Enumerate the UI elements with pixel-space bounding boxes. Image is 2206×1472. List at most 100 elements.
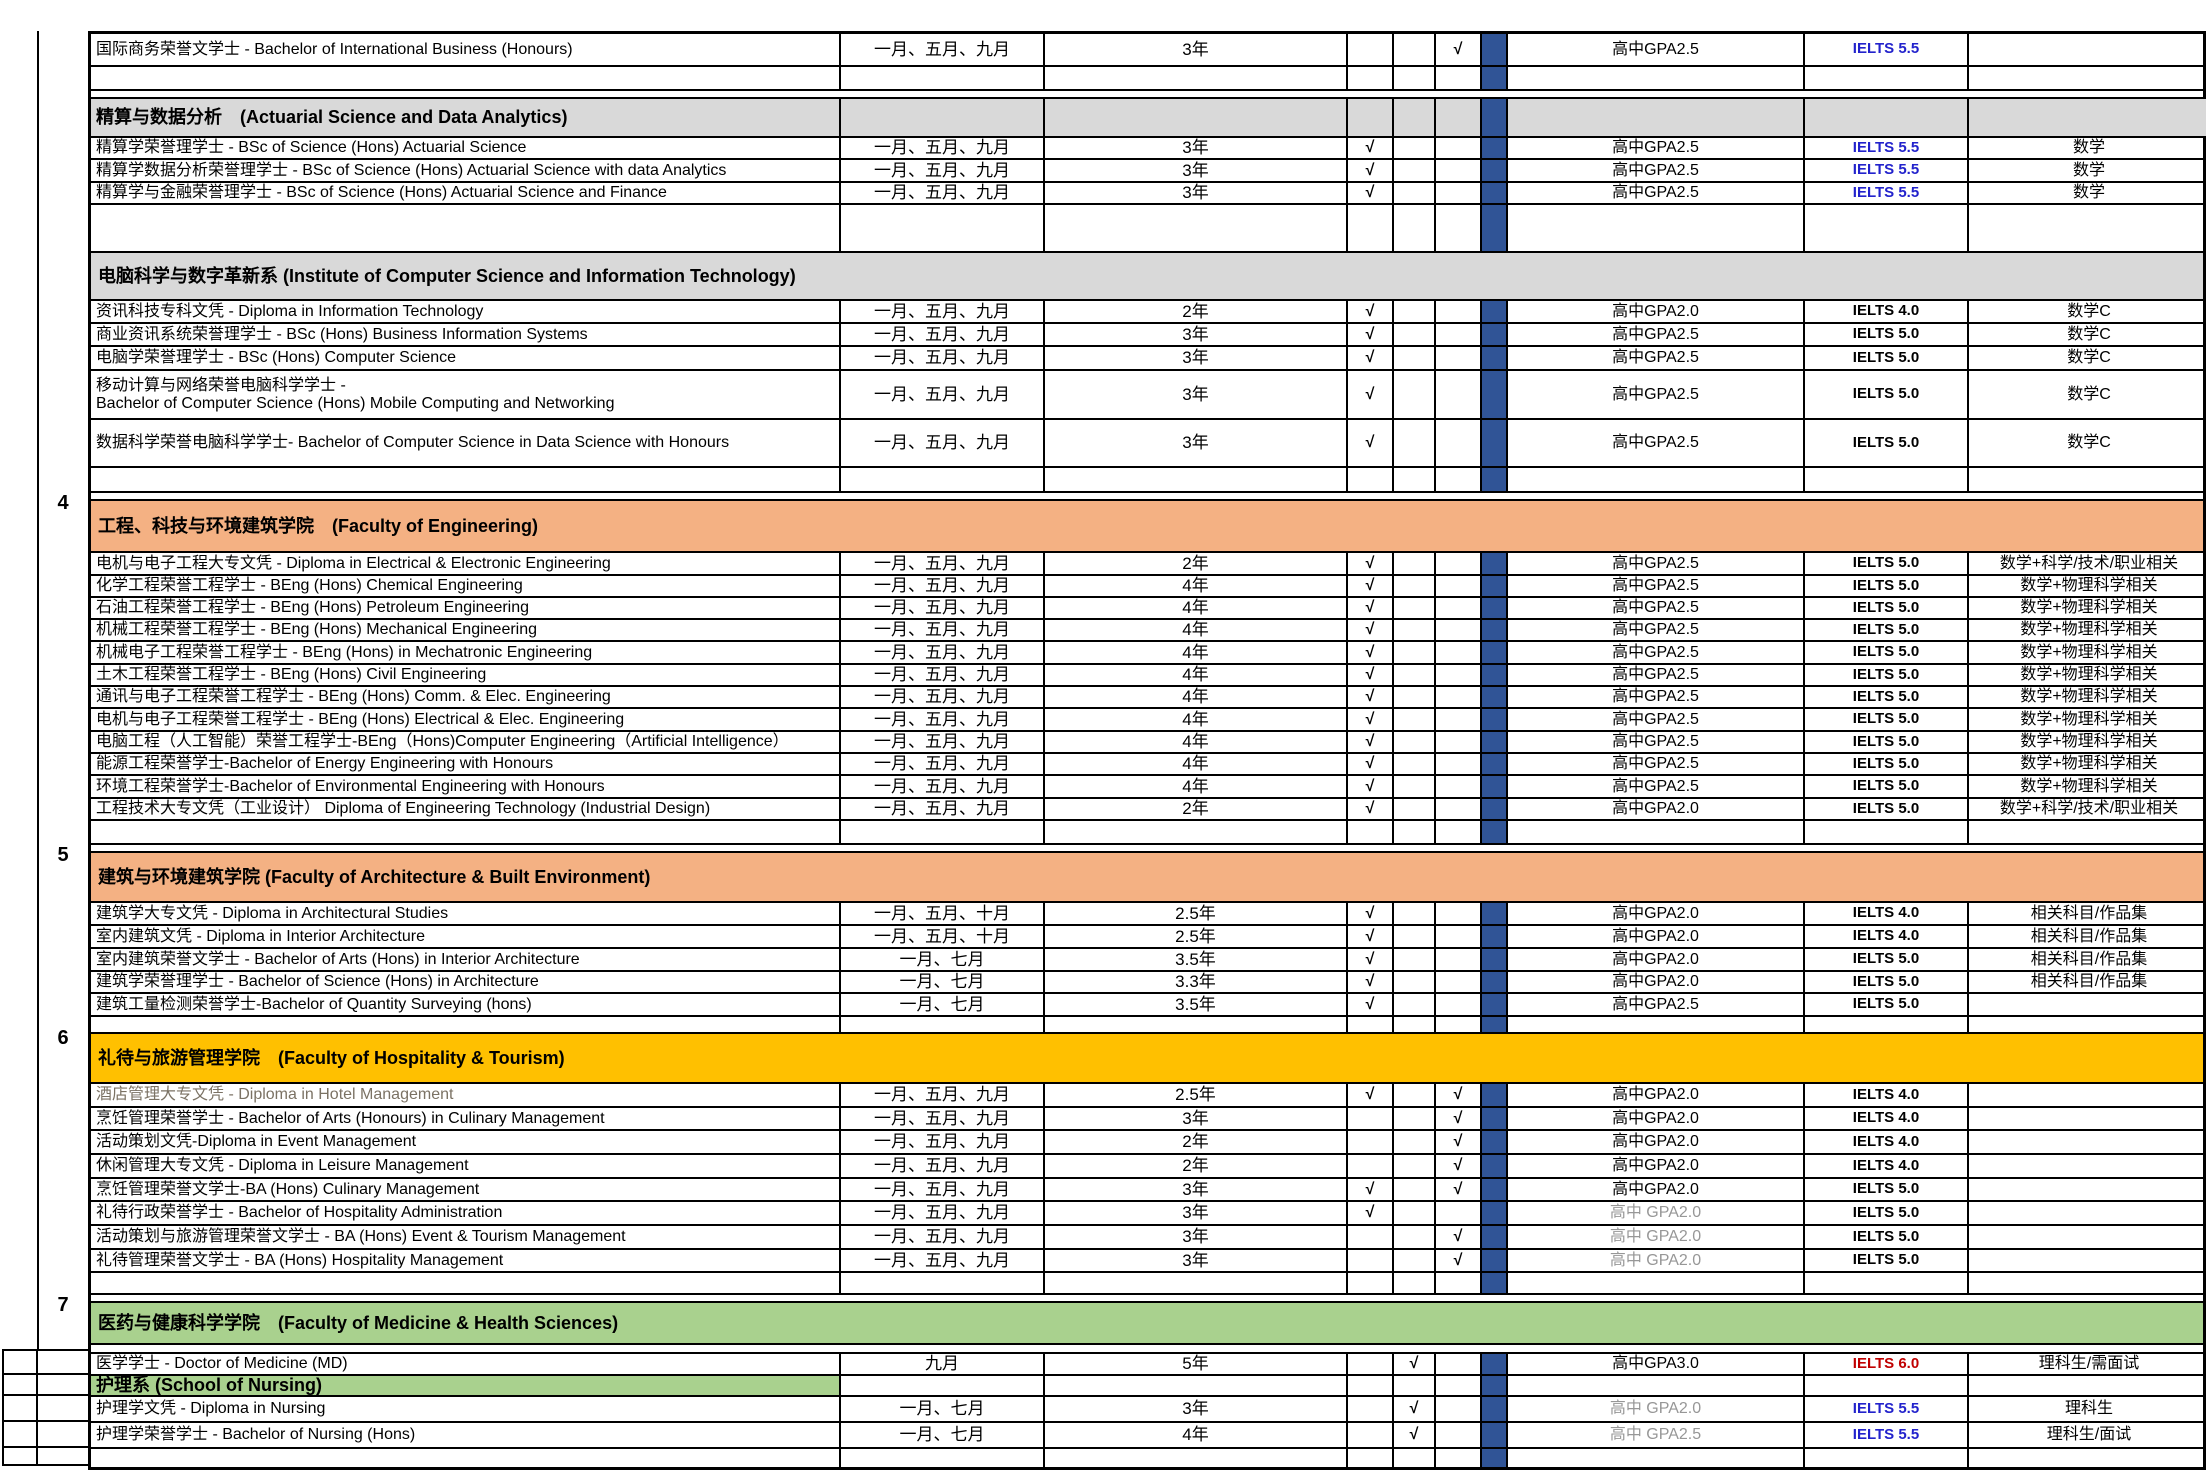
intake-months-cell[interactable] bbox=[841, 1273, 1045, 1293]
check-col2-cell[interactable] bbox=[1394, 972, 1436, 992]
check-col2-cell[interactable] bbox=[1394, 1084, 1436, 1106]
check-col1-cell[interactable] bbox=[1348, 821, 1394, 843]
check-col1-cell[interactable]: √ bbox=[1348, 687, 1394, 707]
intake-months-cell[interactable]: 一月、五月、九月 bbox=[841, 598, 1045, 618]
gpa-requirement-cell[interactable]: 高中 GPA2.0 bbox=[1508, 1250, 1805, 1271]
gpa-requirement-cell[interactable]: 高中GPA2.0 bbox=[1508, 903, 1805, 924]
check-col1-cell[interactable]: √ bbox=[1348, 553, 1394, 574]
check-col1-cell[interactable]: √ bbox=[1348, 301, 1394, 322]
program-name-cell[interactable]: 室内建筑荣誉文学士 - Bachelor of Arts (Hons) in I… bbox=[91, 949, 841, 970]
check-col3-cell[interactable] bbox=[1436, 420, 1482, 466]
gpa-requirement-cell[interactable]: 高中GPA2.5 bbox=[1508, 709, 1805, 730]
program-name-cell[interactable]: 电机与电子工程荣誉工程学士 - BEng (Hons) Electrical &… bbox=[91, 709, 841, 730]
program-name-cell[interactable]: 护理系 (School of Nursing) bbox=[91, 1376, 841, 1395]
program-name-cell[interactable]: 化学工程荣誉工程学士 - BEng (Hons) Chemical Engine… bbox=[91, 576, 841, 596]
subject-requirement-cell[interactable]: 数学 bbox=[2072, 184, 2105, 202]
gpa-requirement-cell[interactable] bbox=[1508, 1376, 1805, 1395]
duration-cell[interactable]: 3年 bbox=[1045, 1226, 1348, 1248]
ielts-requirement-cell[interactable]: IELTS 5.0 bbox=[1805, 665, 1969, 685]
check-col1-cell[interactable]: √ bbox=[1348, 371, 1394, 418]
intake-months-cell[interactable]: 一月、五月、十月 bbox=[841, 926, 1045, 947]
program-name-cell[interactable]: 精算学与金融荣誉理学士 - BSc of Science (Hons) Actu… bbox=[91, 183, 841, 203]
check-col2-cell[interactable] bbox=[1394, 994, 1436, 1015]
program-name-cell[interactable] bbox=[91, 67, 841, 89]
check-col2-cell[interactable] bbox=[1394, 183, 1436, 203]
intake-months-cell[interactable]: 一月、五月、九月 bbox=[841, 776, 1045, 797]
check-col2-cell[interactable] bbox=[1394, 620, 1436, 640]
intake-months-cell[interactable] bbox=[841, 99, 1045, 136]
ielts-requirement-cell[interactable]: IELTS 5.0 bbox=[1805, 1202, 1969, 1224]
subject-requirement-cell[interactable]: 数学 bbox=[2072, 161, 2105, 179]
intake-months-cell[interactable]: 一月、五月、九月 bbox=[841, 160, 1045, 181]
ielts-requirement-cell[interactable]: IELTS 5.0 bbox=[1805, 949, 1969, 970]
check-col3-cell[interactable]: √ bbox=[1436, 1108, 1482, 1129]
check-col3-cell[interactable] bbox=[1436, 324, 1482, 345]
check-col2-cell[interactable] bbox=[1394, 732, 1436, 752]
gpa-requirement-cell[interactable]: 高中 GPA2.0 bbox=[1508, 1202, 1805, 1224]
gpa-requirement-cell[interactable] bbox=[1508, 1449, 1805, 1467]
ielts-requirement-cell[interactable] bbox=[1805, 1449, 1969, 1467]
gpa-requirement-cell[interactable]: 高中 GPA2.0 bbox=[1508, 1397, 1805, 1421]
program-name-cell[interactable]: 精算学数据分析荣誉理学士 - BSc of Science (Hons) Act… bbox=[91, 160, 841, 181]
duration-cell[interactable]: 3年 bbox=[1045, 420, 1348, 466]
ielts-requirement-cell[interactable]: IELTS 5.0 bbox=[1805, 1250, 1969, 1271]
intake-months-cell[interactable]: 一月、七月 bbox=[841, 994, 1045, 1015]
subject-requirement-cell[interactable]: 数学+物理科学相关 bbox=[2020, 577, 2158, 595]
ielts-requirement-cell[interactable]: IELTS 5.0 bbox=[1805, 994, 1969, 1015]
ielts-requirement-cell[interactable]: IELTS 5.0 bbox=[1805, 620, 1969, 640]
intake-months-cell[interactable]: 一月、五月、九月 bbox=[841, 732, 1045, 752]
check-col1-cell[interactable] bbox=[1348, 1273, 1394, 1293]
subject-requirement-cell[interactable]: 数学+科学/技术/职业相关 bbox=[1999, 800, 2179, 818]
program-name-cell[interactable]: 国际商务荣誉文学士 - Bachelor of International Bu… bbox=[91, 34, 841, 65]
check-col3-cell[interactable] bbox=[1436, 1423, 1482, 1447]
duration-cell[interactable]: 4年 bbox=[1045, 1423, 1348, 1447]
subject-requirement-cell[interactable] bbox=[1969, 1250, 2206, 1271]
gpa-requirement-cell[interactable]: 高中 GPA2.5 bbox=[1508, 1423, 1805, 1447]
check-col3-cell[interactable]: √ bbox=[1436, 1179, 1482, 1200]
check-col2-cell[interactable] bbox=[1394, 665, 1436, 685]
intake-months-cell[interactable]: 一月、五月、九月 bbox=[841, 371, 1045, 418]
program-name-cell[interactable]: 能源工程荣誉学士-Bachelor of Energy Engineering … bbox=[91, 754, 841, 774]
intake-months-cell[interactable]: 一月、五月、九月 bbox=[841, 1155, 1045, 1177]
section-title-cell[interactable]: 电脑科学与数字革新系 (Institute of Computer Scienc… bbox=[98, 265, 796, 286]
intake-months-cell[interactable]: 一月、五月、九月 bbox=[841, 620, 1045, 640]
check-col1-cell[interactable]: √ bbox=[1348, 994, 1394, 1015]
gpa-requirement-cell[interactable]: 高中GPA2.0 bbox=[1508, 1108, 1805, 1129]
program-name-cell[interactable]: 护理学文凭 - Diploma in Nursing bbox=[91, 1397, 841, 1421]
ielts-requirement-cell[interactable] bbox=[1805, 99, 1969, 136]
duration-cell[interactable]: 4年 bbox=[1045, 620, 1348, 640]
subject-requirement-cell[interactable]: 数学+物理科学相关 bbox=[2020, 755, 2158, 773]
check-col3-cell[interactable] bbox=[1436, 183, 1482, 203]
subject-requirement-cell[interactable] bbox=[1969, 67, 2206, 89]
ielts-requirement-cell[interactable]: IELTS 5.5 bbox=[1805, 160, 1969, 181]
ielts-requirement-cell[interactable]: IELTS 5.5 bbox=[1805, 34, 1969, 65]
subject-requirement-cell[interactable] bbox=[1969, 1084, 2206, 1106]
check-col2-cell[interactable] bbox=[1394, 1376, 1436, 1395]
check-col3-cell[interactable] bbox=[1436, 972, 1482, 992]
intake-months-cell[interactable] bbox=[841, 205, 1045, 251]
check-col1-cell[interactable] bbox=[1348, 1131, 1394, 1153]
program-name-cell[interactable]: 休闲管理大专文凭 - Diploma in Leisure Management bbox=[91, 1155, 841, 1177]
ielts-requirement-cell[interactable]: IELTS 4.0 bbox=[1805, 1155, 1969, 1177]
intake-months-cell[interactable]: 一月、五月、九月 bbox=[841, 1108, 1045, 1129]
check-col1-cell[interactable] bbox=[1348, 34, 1394, 65]
subject-requirement-cell[interactable]: 数学C bbox=[2067, 325, 2111, 343]
check-col3-cell[interactable] bbox=[1436, 732, 1482, 752]
check-col1-cell[interactable] bbox=[1348, 1449, 1394, 1467]
section-title-cell[interactable]: 礼待与旅游管理学院 (Faculty of Hospitality & Tour… bbox=[98, 1047, 565, 1068]
intake-months-cell[interactable]: 九月 bbox=[841, 1354, 1045, 1374]
gpa-requirement-cell[interactable] bbox=[1508, 1017, 1805, 1032]
ielts-requirement-cell[interactable]: IELTS 5.0 bbox=[1805, 709, 1969, 730]
ielts-requirement-cell[interactable]: IELTS 5.0 bbox=[1805, 347, 1969, 369]
gpa-requirement-cell[interactable]: 高中GPA2.0 bbox=[1508, 1084, 1805, 1106]
subject-requirement-cell[interactable]: 理科生/面试 bbox=[2046, 1426, 2132, 1444]
duration-cell[interactable]: 4年 bbox=[1045, 709, 1348, 730]
subject-requirement-cell[interactable]: 数学+物理科学相关 bbox=[2020, 643, 2158, 661]
check-col3-cell[interactable] bbox=[1436, 620, 1482, 640]
check-col3-cell[interactable] bbox=[1436, 687, 1482, 707]
ielts-requirement-cell[interactable]: IELTS 5.0 bbox=[1805, 687, 1969, 707]
intake-months-cell[interactable] bbox=[841, 1017, 1045, 1032]
gpa-requirement-cell[interactable]: 高中GPA2.0 bbox=[1508, 1155, 1805, 1177]
check-col2-cell[interactable] bbox=[1394, 468, 1436, 491]
margin-empty-cell[interactable] bbox=[2, 1373, 38, 1396]
